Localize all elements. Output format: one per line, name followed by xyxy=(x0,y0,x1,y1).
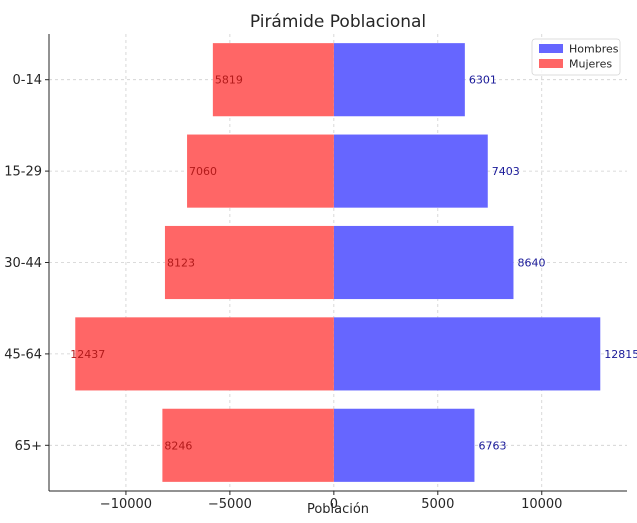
bars xyxy=(75,43,601,482)
bar-hombres-30-44 xyxy=(333,225,514,300)
legend-swatch-mujeres xyxy=(539,59,563,68)
data-label-hombres-0-14: 6301 xyxy=(469,74,497,87)
data-label-hombres-30-44: 8640 xyxy=(517,257,545,270)
bar-hombres-45-64 xyxy=(333,317,601,391)
bar-hombres-65+ xyxy=(333,408,475,482)
y-tick-label-30-44: 30-44 xyxy=(4,256,42,271)
bar-hombres-15-29 xyxy=(333,134,488,208)
y-tick-label-45-64: 45-64 xyxy=(4,347,42,362)
data-label-hombres-45-64: 12815 xyxy=(604,348,637,361)
x-tick-label-2: 0 xyxy=(330,497,338,512)
x-tick-labels: −10000 −5000 0 5000 10000 xyxy=(100,497,563,512)
x-tick-label-4: 10000 xyxy=(521,497,562,512)
bar-mujeres-30-44 xyxy=(164,225,334,300)
y-tick-label-15-29: 15-29 xyxy=(4,165,42,180)
legend-label-mujeres: Mujeres xyxy=(569,58,612,71)
legend-label-hombres: Hombres xyxy=(569,43,619,56)
data-labels: 6301 7403 8640 12815 6763 5819 7060 8123 12437 82… xyxy=(70,74,637,453)
chart-title: Pirámide Poblacional xyxy=(250,12,426,32)
bar-mujeres-45-64 xyxy=(75,317,334,391)
bar-mujeres-0-14 xyxy=(212,43,334,117)
legend-swatch-hombres xyxy=(539,44,563,53)
data-label-hombres-15-29: 7403 xyxy=(492,165,520,178)
x-tick-label-3: 5000 xyxy=(421,497,454,512)
data-label-mujeres-15-29: 7060 xyxy=(189,165,217,178)
y-tick-label-0-14: 0-14 xyxy=(12,73,42,88)
data-label-mujeres-45-64: 12437 xyxy=(70,348,105,361)
bar-mujeres-65+ xyxy=(162,408,334,482)
x-tick-label-1: −5000 xyxy=(208,497,252,512)
data-label-mujeres-65+: 8246 xyxy=(164,439,192,452)
bar-hombres-0-14 xyxy=(333,43,465,117)
data-label-hombres-65+: 6763 xyxy=(478,439,506,452)
x-axis-label: Población xyxy=(307,502,369,517)
x-tick-label-0: −10000 xyxy=(100,497,152,512)
data-label-mujeres-0-14: 5819 xyxy=(215,74,243,87)
y-tick-label-65+: 65+ xyxy=(15,439,42,454)
data-label-mujeres-30-44: 8123 xyxy=(167,257,195,270)
legend: Hombres Mujeres xyxy=(531,38,621,76)
axes xyxy=(45,34,627,495)
y-tick-labels: 0-14 15-29 30-44 45-64 65+ xyxy=(4,73,42,454)
bar-mujeres-15-29 xyxy=(187,134,334,208)
